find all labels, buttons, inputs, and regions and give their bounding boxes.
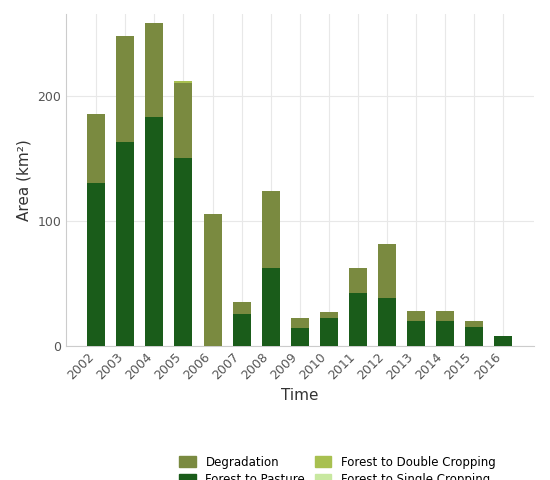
Bar [436,321,454,346]
Legend: Degradation, Forest to Pasture, Forest to Double Cropping, Forest to Single Crop: Degradation, Forest to Pasture, Forest t… [175,451,500,480]
Bar [291,318,309,328]
Bar [465,327,483,346]
Y-axis label: Area (km²): Area (km²) [16,139,32,221]
Bar [116,142,134,346]
Bar [174,83,192,158]
Bar [378,244,396,298]
Bar [204,215,222,346]
Bar [145,117,163,346]
Bar [291,328,309,346]
Bar [116,36,134,142]
Bar [407,311,425,321]
Bar [87,114,105,183]
X-axis label: Time: Time [281,388,318,403]
Bar [465,321,483,327]
Bar [174,158,192,346]
Bar [320,312,338,318]
Bar [262,191,280,268]
Bar [233,302,251,314]
Bar [262,268,280,346]
Bar [378,298,396,346]
Bar [349,293,367,346]
Bar [436,311,454,321]
Bar [407,321,425,346]
Bar [349,268,367,293]
Bar [494,336,512,346]
Bar [174,81,192,83]
Bar [233,314,251,346]
Bar [87,183,105,346]
Bar [320,318,338,346]
Bar [145,23,163,117]
